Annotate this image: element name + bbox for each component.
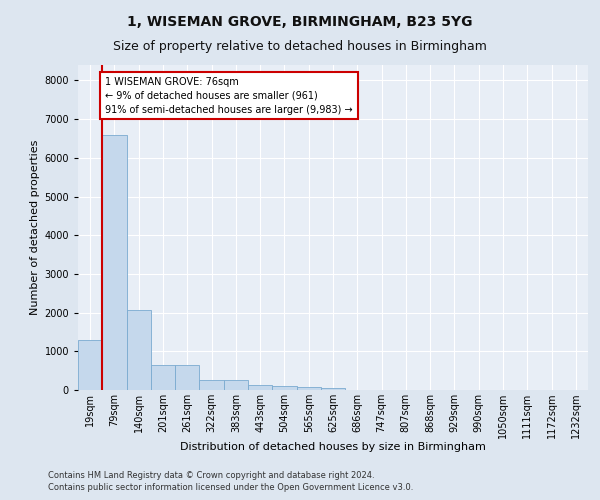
Y-axis label: Number of detached properties: Number of detached properties bbox=[30, 140, 40, 315]
Bar bbox=[78, 340, 102, 390]
Bar bbox=[102, 134, 127, 390]
Bar bbox=[199, 380, 224, 390]
Bar bbox=[224, 380, 248, 390]
Text: 1 WISEMAN GROVE: 76sqm
← 9% of detached houses are smaller (961)
91% of semi-det: 1 WISEMAN GROVE: 76sqm ← 9% of detached … bbox=[105, 76, 353, 114]
X-axis label: Distribution of detached houses by size in Birmingham: Distribution of detached houses by size … bbox=[180, 442, 486, 452]
Bar bbox=[175, 365, 199, 390]
Bar bbox=[321, 388, 345, 390]
Bar bbox=[248, 385, 272, 390]
Bar bbox=[272, 386, 296, 390]
Bar bbox=[127, 310, 151, 390]
Text: Contains HM Land Registry data © Crown copyright and database right 2024.: Contains HM Land Registry data © Crown c… bbox=[48, 471, 374, 480]
Text: Size of property relative to detached houses in Birmingham: Size of property relative to detached ho… bbox=[113, 40, 487, 53]
Bar bbox=[151, 365, 175, 390]
Bar bbox=[296, 386, 321, 390]
Text: 1, WISEMAN GROVE, BIRMINGHAM, B23 5YG: 1, WISEMAN GROVE, BIRMINGHAM, B23 5YG bbox=[127, 15, 473, 29]
Text: Contains public sector information licensed under the Open Government Licence v3: Contains public sector information licen… bbox=[48, 484, 413, 492]
